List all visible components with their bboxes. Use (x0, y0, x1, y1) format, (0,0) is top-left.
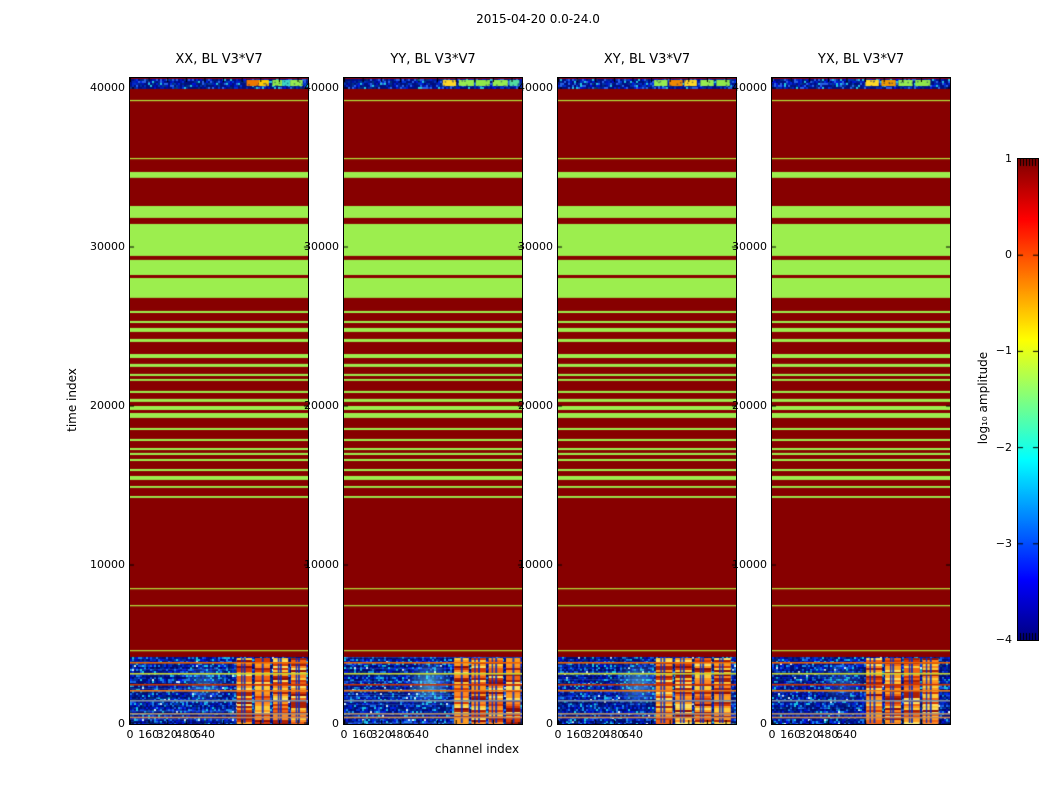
x-tick-label: 640 (407, 728, 429, 741)
y-tick-label: 20000 (518, 399, 553, 412)
x-tick-label: 160 (780, 728, 802, 741)
y-tick-label: 40000 (304, 81, 339, 95)
colorbar-tick-label: −3 (995, 536, 1012, 550)
y-tick-label: 30000 (304, 240, 339, 253)
y-tick-label: 10000 (304, 558, 339, 571)
x-tick-label: 640 (835, 728, 857, 741)
x-tick-label: 480 (603, 728, 625, 741)
y-tick-label: 10000 (90, 558, 125, 571)
x-tick-label: 320 (584, 728, 606, 741)
x-tick-label: 160 (566, 728, 588, 741)
colorbar-tick-label: −1 (995, 344, 1012, 358)
y-tick-label: 0 (118, 717, 125, 730)
x-tick-label: 320 (156, 728, 178, 741)
y-tick-label: 30000 (518, 240, 553, 253)
y-tick-label: 20000 (90, 399, 125, 412)
x-tick-label: 480 (175, 728, 197, 741)
y-tick-label: 30000 (90, 240, 125, 253)
x-tick-label: 0 (554, 728, 562, 741)
heatmap-xx (130, 78, 308, 724)
colorbar-tick-label: 0 (1005, 248, 1012, 262)
x-tick-label: 0 (768, 728, 776, 741)
x-tick-label: 640 (193, 728, 215, 741)
y-tick-label: 0 (546, 717, 553, 730)
panel-title-xx: XX, BL V3*V7 (175, 52, 263, 67)
x-tick-label: 480 (389, 728, 411, 741)
panel-xx (129, 77, 309, 725)
y-tick-label: 10000 (518, 558, 553, 571)
heatmap-xy (558, 78, 736, 724)
x-tick-label: 0 (126, 728, 134, 741)
y-tick-label: 40000 (518, 81, 553, 95)
heatmap-yy (344, 78, 522, 724)
y-axis-label-time-index: time index (65, 368, 79, 432)
colorbar-tick-label: −2 (995, 440, 1012, 454)
panel-yx (771, 77, 951, 725)
colorbar-label: log₁₀ amplitude (976, 351, 990, 445)
panel-title-yx: YX, BL V3*V7 (817, 52, 905, 67)
y-tick-label: 30000 (732, 240, 767, 253)
x-tick-label: 0 (340, 728, 348, 741)
panel-yy (343, 77, 523, 725)
panel-title-yy: YY, BL V3*V7 (390, 52, 476, 67)
colorbar-gradient (1018, 159, 1038, 640)
y-tick-label: 20000 (732, 399, 767, 412)
x-tick-label: 320 (370, 728, 392, 741)
y-tick-label: 40000 (732, 81, 767, 95)
colorbar-tick-label: 1 (1005, 152, 1012, 165)
y-tick-label: 10000 (732, 558, 767, 571)
colorbar-tick-label: −4 (995, 633, 1012, 646)
panel-title-xy: XY, BL V3*V7 (603, 52, 691, 67)
figure-suptitle: 2015-04-20 0.0-24.0 (476, 12, 600, 26)
y-tick-label: 20000 (304, 399, 339, 412)
x-tick-label: 640 (621, 728, 643, 741)
x-axis-label-channel-index: channel index (434, 742, 520, 756)
x-tick-label: 160 (138, 728, 160, 741)
x-tick-label: 320 (798, 728, 820, 741)
heatmap-yx (772, 78, 950, 724)
y-tick-label: 0 (760, 717, 767, 730)
x-tick-label: 480 (817, 728, 839, 741)
colorbar (1017, 158, 1039, 641)
panel-xy (557, 77, 737, 725)
y-tick-label: 0 (332, 717, 339, 730)
y-tick-label: 40000 (90, 81, 125, 95)
x-tick-label: 160 (352, 728, 374, 741)
